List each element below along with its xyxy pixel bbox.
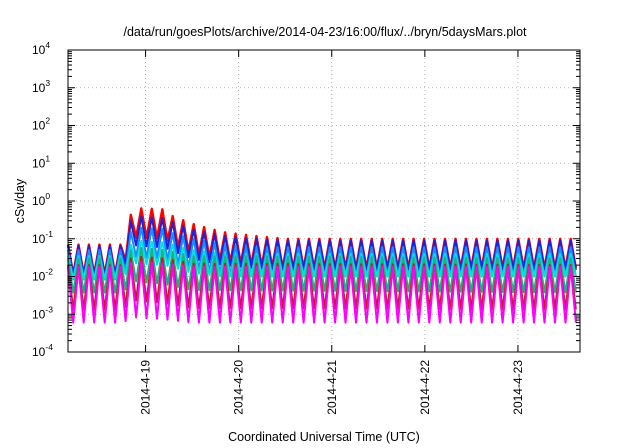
series-line	[67, 246, 577, 294]
x-tick-label: 2014-4-21	[325, 360, 339, 415]
x-axis-label: Coordinated Universal Time (UTC)	[228, 430, 420, 444]
y-axis-label: cSv/day	[13, 178, 27, 223]
x-tick-label: 2014-4-22	[418, 360, 432, 415]
y-tick-label: 10-3	[32, 304, 53, 321]
y-tick-label: 10-2	[32, 267, 53, 284]
y-tick-label: 100	[32, 191, 50, 208]
y-tick-label: 10-1	[32, 229, 53, 246]
y-tick-label: 102	[32, 116, 50, 133]
x-tick-label: 2014-4-23	[511, 360, 525, 415]
chart-title: /data/run/goesPlots/archive/2014-04-23/1…	[123, 25, 527, 39]
y-axis: 10-4 10-3 10-2 10-1 100 101 102 103 104	[32, 40, 580, 359]
y-tick-label: 103	[32, 78, 50, 95]
y-tick-label: 10-4	[32, 342, 53, 359]
series-group	[66, 207, 578, 324]
y-tick-label: 104	[32, 40, 50, 57]
series-line	[67, 239, 577, 280]
x-tick-label: 2014-4-20	[232, 360, 246, 415]
series-line	[67, 215, 577, 277]
x-tick-label: 2014-4-19	[139, 360, 153, 415]
y-tick-label: 101	[32, 153, 50, 170]
x-axis: 2014-4-19 2014-4-20 2014-4-21 2014-4-22 2014…	[139, 50, 525, 415]
series-line	[67, 261, 577, 324]
